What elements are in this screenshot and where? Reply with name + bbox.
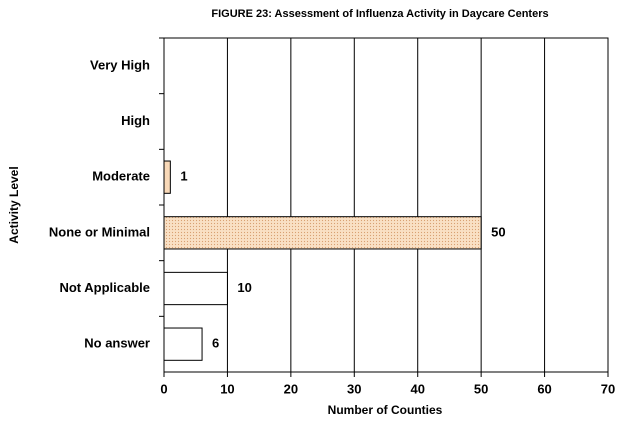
bar	[163, 216, 482, 250]
x-tick-label: 60	[537, 381, 551, 396]
value-label: 1	[180, 169, 187, 184]
plot-frame	[163, 37, 609, 373]
bar	[163, 160, 171, 194]
bar	[163, 327, 203, 361]
chart-title: FIGURE 23: Assessment of Influenza Activ…	[211, 8, 548, 20]
y-tick-label: High	[121, 113, 150, 128]
x-tick-label: 10	[220, 381, 234, 396]
y-tick-label: None or Minimal	[49, 224, 150, 239]
x-axis-title: Number of Counties	[328, 403, 443, 417]
x-tick-label: 0	[160, 381, 167, 396]
x-tick-label: 30	[347, 381, 361, 396]
x-tick-label: 50	[474, 381, 488, 396]
value-label: 6	[212, 336, 219, 351]
y-axis-title: Activity Level	[7, 166, 21, 243]
x-tick-label: 40	[410, 381, 424, 396]
y-tick-label: No answer	[84, 336, 150, 351]
value-label: 50	[491, 224, 505, 239]
x-tick-label: 20	[284, 381, 298, 396]
value-label: 10	[237, 280, 251, 295]
bar	[163, 271, 228, 306]
x-tick-label: 70	[601, 381, 615, 396]
y-tick-label: Very High	[90, 57, 150, 72]
y-tick-label: Not Applicable	[59, 280, 150, 295]
y-tick-label: Moderate	[92, 169, 150, 184]
